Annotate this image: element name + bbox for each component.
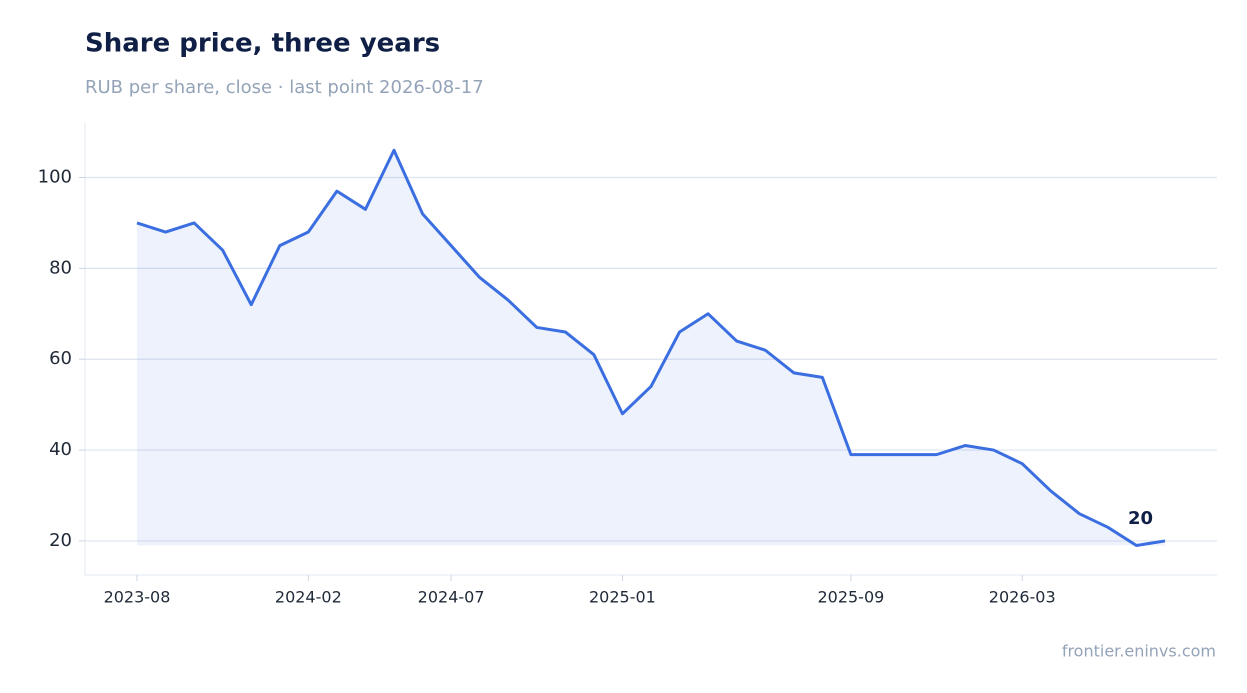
line [136, 148, 1166, 547]
y-tick-label: 40 [49, 439, 72, 460]
y-tick-label: 100 [38, 167, 72, 188]
y-tick-label: 20 [49, 530, 72, 551]
y-tick-label: 80 [49, 257, 72, 278]
x-tick-label: 2026-03 [989, 588, 1056, 607]
source: frontier.eninvs.com [1062, 642, 1216, 661]
value-label: 20 [1128, 508, 1153, 529]
chart-title: Share price, three years [85, 29, 440, 59]
area [137, 150, 1165, 546]
x-tick-label: 2024-07 [418, 588, 485, 607]
x-tick-label: 2024-02 [275, 588, 342, 607]
chart-subtitle: RUB per share, close · last point 2026-0… [85, 77, 484, 98]
x-tick-label: 2023-08 [104, 588, 171, 607]
x-tick-label: 2025-01 [589, 588, 656, 607]
y-tick-label: 60 [49, 348, 72, 369]
x-tick-label: 2025-09 [817, 588, 884, 607]
